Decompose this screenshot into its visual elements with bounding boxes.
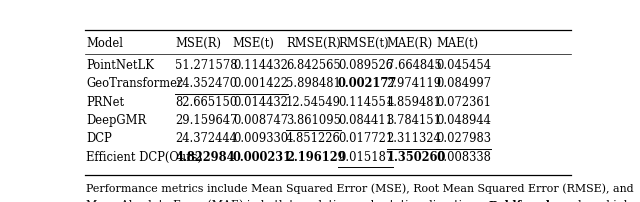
Text: MSE(t): MSE(t) — [233, 37, 275, 50]
Text: GeoTransformer: GeoTransformer — [86, 77, 182, 90]
Text: 2.974119: 2.974119 — [387, 77, 442, 90]
Text: 0.001422: 0.001422 — [233, 77, 288, 90]
Text: 0.045454: 0.045454 — [436, 59, 491, 72]
Text: 0.084997: 0.084997 — [436, 77, 492, 90]
Text: 12.54549: 12.54549 — [286, 96, 341, 109]
Text: PointNetLK: PointNetLK — [86, 59, 154, 72]
Text: PRNet: PRNet — [86, 96, 124, 109]
Text: 0.017721: 0.017721 — [338, 132, 393, 145]
Text: 0.084411: 0.084411 — [338, 114, 393, 127]
Text: numbers high-: numbers high- — [550, 200, 635, 202]
Text: 24.352470: 24.352470 — [175, 77, 237, 90]
Text: MAE(R): MAE(R) — [387, 37, 433, 50]
Text: Model: Model — [86, 37, 123, 50]
Text: DCP: DCP — [86, 132, 112, 145]
Text: 0.114551: 0.114551 — [338, 96, 393, 109]
Text: Mean Absolute Error (MAE) in both translation and rotation directions.: Mean Absolute Error (MAE) in both transl… — [86, 200, 488, 202]
Text: 4.851226: 4.851226 — [286, 132, 340, 145]
Text: 3.861095: 3.861095 — [286, 114, 341, 127]
Text: 0.027983: 0.027983 — [436, 132, 491, 145]
Text: 7.664845: 7.664845 — [387, 59, 441, 72]
Text: 3.784151: 3.784151 — [387, 114, 442, 127]
Text: 0.048944: 0.048944 — [436, 114, 491, 127]
Text: 2.196129: 2.196129 — [286, 151, 346, 164]
Text: 0.015187: 0.015187 — [338, 151, 393, 164]
Text: 82.665150: 82.665150 — [175, 96, 237, 109]
Text: 6.842565: 6.842565 — [286, 59, 340, 72]
Text: 0.002177: 0.002177 — [338, 77, 397, 90]
Text: RMSE(R): RMSE(R) — [286, 37, 340, 50]
Text: 24.372444: 24.372444 — [175, 132, 237, 145]
Text: Boldfaced: Boldfaced — [488, 200, 550, 202]
Text: 4.859481: 4.859481 — [387, 96, 442, 109]
Text: 29.159647: 29.159647 — [175, 114, 237, 127]
Text: RMSE(t): RMSE(t) — [338, 37, 388, 50]
Text: 4.822984: 4.822984 — [175, 151, 235, 164]
Text: 0.008338: 0.008338 — [436, 151, 491, 164]
Text: 1.350260: 1.350260 — [387, 151, 446, 164]
Text: 0.014432: 0.014432 — [233, 96, 287, 109]
Text: 0.000231: 0.000231 — [233, 151, 292, 164]
Text: DeepGMR: DeepGMR — [86, 114, 146, 127]
Text: 0.008747: 0.008747 — [233, 114, 288, 127]
Text: Efficient DCP(Ours): Efficient DCP(Ours) — [86, 151, 202, 164]
Text: Performance metrics include Mean Squared Error (MSE), Root Mean Squared Error (R: Performance metrics include Mean Squared… — [86, 184, 634, 194]
Text: 2.311324: 2.311324 — [387, 132, 441, 145]
Text: MAE(t): MAE(t) — [436, 37, 478, 50]
Text: MSE(R): MSE(R) — [175, 37, 221, 50]
Text: 0.114432: 0.114432 — [233, 59, 287, 72]
Text: 5.898481: 5.898481 — [286, 77, 340, 90]
Text: 0.009330: 0.009330 — [233, 132, 288, 145]
Text: 51.271578: 51.271578 — [175, 59, 237, 72]
Text: 0.089526: 0.089526 — [338, 59, 393, 72]
Text: 0.072361: 0.072361 — [436, 96, 491, 109]
